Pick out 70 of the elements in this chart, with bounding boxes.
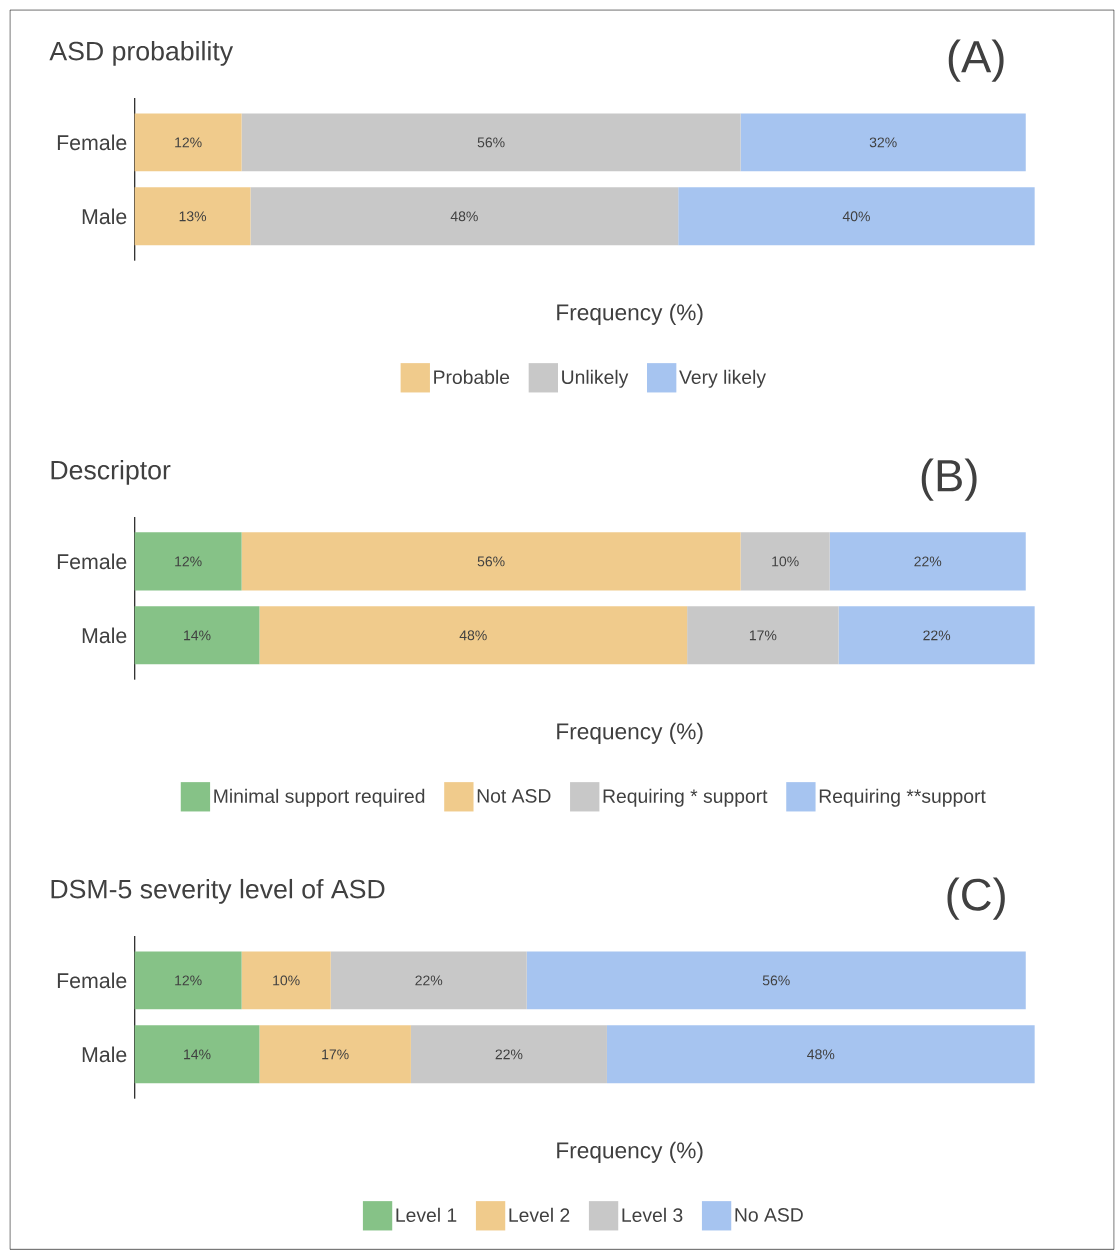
bar: [411, 1025, 608, 1084]
legend-label: Very likely: [679, 369, 767, 388]
data-label: 40%: [842, 211, 871, 222]
bar: [259, 606, 688, 665]
x-axis-title: Frequency (%): [557, 303, 703, 325]
data-label: 12%: [175, 975, 202, 986]
bar: [687, 606, 839, 665]
data-label: 56%: [477, 556, 505, 567]
data-label: 32%: [869, 137, 897, 148]
bar: [134, 187, 251, 246]
bar: [607, 1025, 1035, 1084]
bar: [134, 951, 242, 1010]
data-label: 13%: [179, 211, 207, 222]
y-tick-label: Female: [58, 972, 127, 989]
data-label: 14%: [184, 630, 211, 641]
bar: [838, 606, 1035, 665]
bar: [134, 1025, 260, 1084]
y-tick-label: Male: [82, 1046, 127, 1063]
y-tick-label: Female: [58, 134, 127, 151]
x-axis-title: Frequency (%): [557, 1141, 703, 1163]
chart-title: DSM-5 severity level of ASD: [51, 878, 385, 904]
data-label: 48%: [459, 630, 487, 641]
bar: [678, 187, 1035, 246]
legend-label: Level 3: [622, 1207, 683, 1222]
bar: [259, 1025, 412, 1084]
legend-label: Requiring **support: [819, 788, 986, 807]
bar: [526, 951, 1026, 1010]
y-tick-label: Female: [58, 553, 127, 570]
data-label: 14%: [184, 1049, 211, 1060]
chart-title: ASD probability: [49, 40, 234, 66]
legend-label: Level 1: [396, 1207, 457, 1222]
data-label: 17%: [750, 630, 777, 641]
data-label: 56%: [762, 975, 790, 986]
chart-title: Descriptor: [51, 459, 171, 485]
legend-label: Unlikely: [562, 369, 629, 388]
bar: [241, 113, 741, 172]
bar: [241, 532, 741, 591]
data-label: 48%: [450, 211, 479, 222]
y-tick-label: Male: [82, 627, 127, 644]
bar: [134, 113, 242, 172]
legend-label: Not ASD: [477, 789, 551, 803]
data-label: 12%: [175, 556, 202, 567]
y-tick-label: Male: [82, 208, 127, 225]
legend-label: Minimal support required: [214, 788, 425, 807]
data-label: 10%: [273, 975, 300, 986]
data-label: 48%: [807, 1049, 835, 1060]
data-label: 12%: [175, 137, 202, 148]
bar: [134, 532, 242, 591]
legend-label: Level 2: [509, 1207, 570, 1222]
legend-label: No ASD: [735, 1208, 803, 1222]
bar: [330, 951, 527, 1010]
bar: [250, 187, 679, 246]
data-label: 22%: [914, 556, 942, 567]
legend-label: Probable: [434, 369, 510, 384]
bar: [829, 532, 1026, 591]
bar: [740, 532, 830, 591]
text: (C): [947, 877, 1005, 920]
bar: [740, 113, 1026, 172]
data-label: 10%: [772, 556, 799, 567]
data-label: 17%: [322, 1049, 349, 1060]
data-label: 56%: [477, 137, 505, 148]
data-label: 22%: [415, 975, 443, 986]
legend-label: Requiring * support: [603, 788, 768, 807]
text: (A): [948, 39, 1004, 82]
x-axis-title: Frequency (%): [557, 722, 703, 744]
text: (B): [921, 458, 977, 501]
bar: [241, 951, 331, 1010]
data-label: 22%: [923, 630, 951, 641]
data-label: 22%: [495, 1049, 523, 1060]
bar: [134, 606, 260, 665]
